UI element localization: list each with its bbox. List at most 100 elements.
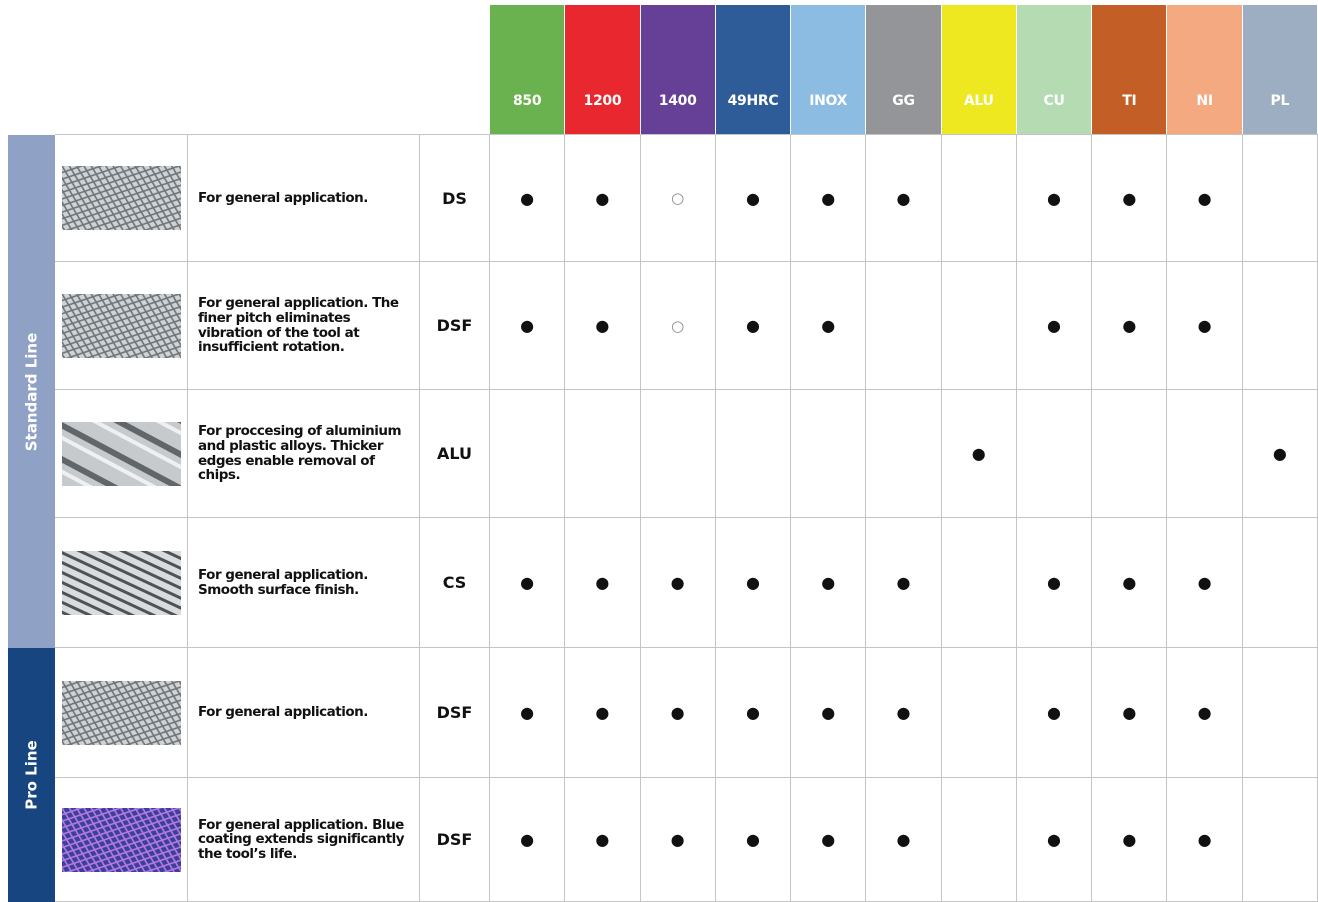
empty-cell bbox=[565, 390, 640, 518]
suitability-mark: ● bbox=[791, 648, 866, 778]
code: DSF bbox=[420, 262, 490, 390]
description: For general application. bbox=[188, 135, 420, 262]
page: 8501200140049HRCINOXGG ALU CUTINIPL For gen… bbox=[0, 0, 1318, 902]
empty-cell bbox=[1017, 390, 1092, 518]
suitability-mark: ● bbox=[490, 518, 565, 648]
suitability-mark: ● bbox=[565, 518, 640, 648]
group-label-text: Standard Line bbox=[23, 332, 41, 451]
suitability-mark: ● bbox=[791, 518, 866, 648]
suitability-mark: ● bbox=[791, 135, 866, 262]
suitability-mark: ● bbox=[565, 135, 640, 262]
empty-cell bbox=[641, 390, 716, 518]
suitability-mark: ● bbox=[1167, 135, 1242, 262]
material-header: PL bbox=[1243, 5, 1317, 135]
empty-cell bbox=[1243, 262, 1318, 390]
left-rule bbox=[489, 135, 490, 902]
empty-cell bbox=[490, 390, 565, 518]
empty-cell bbox=[1243, 778, 1318, 902]
code: DSF bbox=[420, 648, 490, 778]
empty-cell bbox=[1243, 518, 1318, 648]
empty-cell bbox=[1243, 648, 1318, 778]
description: For general application. bbox=[188, 648, 420, 778]
image-cell bbox=[55, 262, 188, 390]
suitability-mark: ● bbox=[866, 135, 941, 262]
suitability-mark: ● bbox=[565, 648, 640, 778]
suitability-mark: ● bbox=[942, 390, 1017, 518]
material-header: 1200 bbox=[565, 5, 639, 135]
description: For proccesing of aluminium and plastic … bbox=[188, 390, 420, 518]
suitability-mark: ● bbox=[791, 262, 866, 390]
suitability-mark: ● bbox=[716, 518, 791, 648]
suitability-mark: ● bbox=[1017, 518, 1092, 648]
image-cell bbox=[55, 518, 188, 648]
material-header: INOX bbox=[791, 5, 865, 135]
group-label: Pro Line bbox=[8, 648, 55, 902]
suitability-mark: ● bbox=[1243, 390, 1318, 518]
material-header: NI bbox=[1167, 5, 1241, 135]
suitability-mark: ● bbox=[866, 778, 941, 902]
suitability-mark: ● bbox=[1092, 135, 1167, 262]
suitability-mark: ● bbox=[791, 778, 866, 902]
empty-cell bbox=[942, 135, 1017, 262]
suitability-mark: ● bbox=[1017, 135, 1092, 262]
suitability-mark: ● bbox=[1017, 778, 1092, 902]
material-header: 850 bbox=[490, 5, 564, 135]
suitability-mark: ● bbox=[641, 778, 716, 902]
suitability-mark: ● bbox=[490, 648, 565, 778]
material-header: TI bbox=[1092, 5, 1166, 135]
suitability-mark: ● bbox=[1167, 648, 1242, 778]
empty-cell bbox=[1092, 390, 1167, 518]
suitability-mark: ● bbox=[490, 778, 565, 902]
suitability-mark: ● bbox=[1167, 262, 1242, 390]
suitability-mark: ● bbox=[866, 648, 941, 778]
code: DSF bbox=[420, 778, 490, 902]
empty-cell bbox=[716, 390, 791, 518]
description: For general application. Smooth surface … bbox=[188, 518, 420, 648]
empty-cell bbox=[791, 390, 866, 518]
image-cell bbox=[55, 648, 188, 778]
description: For general application. Blue coating ex… bbox=[188, 778, 420, 902]
group-label: Standard Line bbox=[8, 135, 55, 648]
empty-cell bbox=[866, 262, 941, 390]
material-header: 49HRC bbox=[716, 5, 790, 135]
empty-cell bbox=[942, 648, 1017, 778]
suitability-mark: ● bbox=[490, 135, 565, 262]
empty-cell bbox=[1167, 390, 1242, 518]
suitability-mark: ● bbox=[641, 648, 716, 778]
empty-cell bbox=[942, 518, 1017, 648]
suitability-mark: ● bbox=[1092, 262, 1167, 390]
top-rule bbox=[55, 134, 1318, 135]
material-header: 1400 bbox=[641, 5, 715, 135]
code: CS bbox=[420, 518, 490, 648]
suitability-mark: ● bbox=[1092, 778, 1167, 902]
suitability-mark: ● bbox=[565, 778, 640, 902]
material-header: GG bbox=[866, 5, 940, 135]
suitability-mark: ● bbox=[716, 135, 791, 262]
code: ALU bbox=[420, 390, 490, 518]
material-header: CU bbox=[1017, 5, 1091, 135]
suitability-mark: ● bbox=[866, 518, 941, 648]
suitability-mark: ● bbox=[565, 262, 640, 390]
suitability-mark: ● bbox=[1167, 778, 1242, 902]
empty-cell bbox=[866, 390, 941, 518]
image-cell bbox=[55, 135, 188, 262]
suitability-mark: ○ bbox=[641, 135, 716, 262]
code: DS bbox=[420, 135, 490, 262]
suitability-mark: ● bbox=[716, 262, 791, 390]
suitability-mark: ● bbox=[716, 648, 791, 778]
suitability-mark: ● bbox=[1092, 648, 1167, 778]
empty-cell bbox=[1243, 135, 1318, 262]
suitability-mark: ● bbox=[1092, 518, 1167, 648]
suitability-mark: ● bbox=[490, 262, 565, 390]
description: For general application. The finer pitch… bbox=[188, 262, 420, 390]
suitability-mark: ● bbox=[1167, 518, 1242, 648]
suitability-mark: ● bbox=[641, 518, 716, 648]
empty-cell bbox=[942, 262, 1017, 390]
group-label-text: Pro Line bbox=[23, 740, 41, 809]
empty-cell bbox=[942, 778, 1017, 902]
suitability-mark: ● bbox=[1017, 262, 1092, 390]
image-cell bbox=[55, 390, 188, 518]
suitability-mark: ● bbox=[1017, 648, 1092, 778]
suitability-mark: ● bbox=[716, 778, 791, 902]
suitability-mark: ○ bbox=[641, 262, 716, 390]
